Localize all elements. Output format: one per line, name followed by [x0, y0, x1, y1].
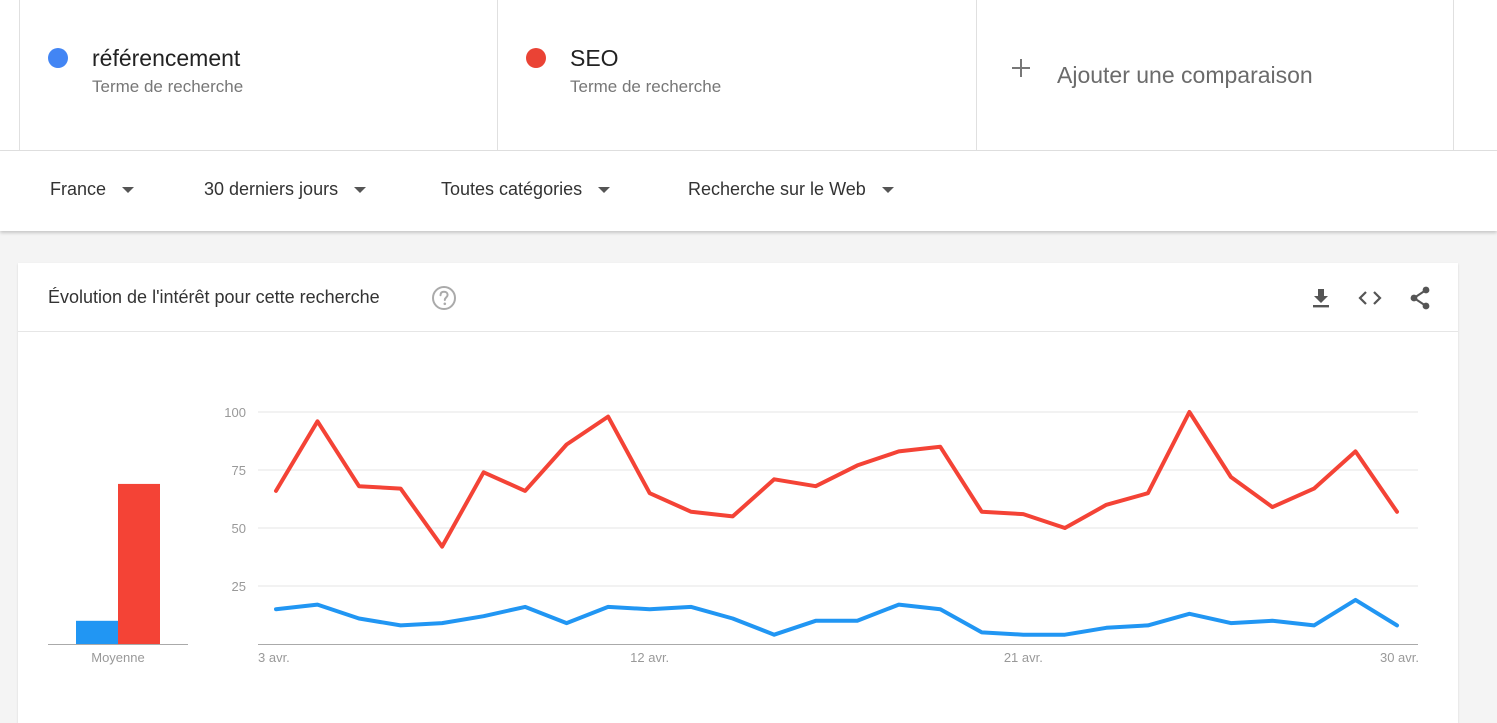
share-icon[interactable] — [1407, 285, 1433, 311]
embed-icon[interactable] — [1357, 285, 1383, 311]
caret-down-icon — [598, 186, 611, 193]
interest-over-time-card: Évolution de l'intérêt pour cette recher… — [18, 263, 1458, 723]
term-color-dot — [526, 48, 546, 68]
download-icon[interactable] — [1308, 285, 1334, 311]
region-value: France — [50, 179, 107, 199]
search-type-value: Recherche sur le Web — [688, 179, 866, 199]
term-type: Terme de recherche — [92, 77, 244, 96]
chart-area: Moyenne 25 50 75 100 3 avr. 12 avr. 21 avr. 30 … — [48, 405, 1419, 665]
y-tick-label: 25 — [232, 579, 246, 594]
average-bar-referencement[interactable] — [76, 620, 118, 644]
y-tick-label: 100 — [224, 405, 246, 420]
plus-icon — [1012, 59, 1030, 77]
term-type: Terme de recherche — [570, 77, 722, 96]
category-value: Toutes catégories — [441, 179, 583, 199]
search-type-dropdown[interactable]: Recherche sur le Web — [688, 179, 894, 200]
term-card-referencement[interactable]: référencement Terme de recherche — [19, 0, 497, 150]
x-tick-label: 30 avr. — [1380, 650, 1419, 665]
caret-down-icon — [354, 186, 367, 193]
series-line-referencement[interactable] — [274, 597, 1399, 637]
filter-bar: France 30 derniers jours Toutes catégori… — [0, 151, 1497, 231]
period-dropdown[interactable]: 30 derniers jours — [204, 179, 367, 200]
help-icon[interactable] — [431, 285, 457, 311]
y-tick-label: 75 — [232, 463, 246, 478]
x-tick-label: 12 avr. — [630, 650, 669, 665]
region-dropdown[interactable]: France — [50, 179, 135, 200]
term-card-seo[interactable]: SEO Terme de recherche — [497, 0, 975, 150]
x-tick-label: 3 avr. — [258, 650, 290, 665]
category-dropdown[interactable]: Toutes catégories — [441, 179, 611, 200]
add-comparison-label: Ajouter une comparaison — [1057, 62, 1313, 88]
term-name[interactable]: référencement — [92, 45, 241, 71]
card-title: Évolution de l'intérêt pour cette recher… — [48, 287, 380, 307]
series-line-seo[interactable] — [274, 410, 1399, 549]
term-name[interactable]: SEO — [570, 45, 619, 71]
average-bar-chart: Moyenne — [48, 483, 188, 665]
caret-down-icon — [122, 186, 135, 193]
y-tick-label: 50 — [232, 521, 246, 536]
search-terms-bar: référencement Terme de recherche SEO Ter… — [0, 0, 1497, 151]
add-comparison-button[interactable]: Ajouter une comparaison — [976, 0, 1454, 150]
card-header: Évolution de l'intérêt pour cette recher… — [18, 263, 1458, 332]
caret-down-icon — [881, 186, 894, 193]
average-label: Moyenne — [91, 650, 144, 665]
period-value: 30 derniers jours — [204, 179, 339, 199]
average-bar-seo[interactable] — [118, 483, 160, 644]
x-tick-label: 21 avr. — [1004, 650, 1043, 665]
line-chart: 25 50 75 100 3 avr. 12 avr. 21 avr. 30 avr. — [224, 405, 1419, 665]
term-color-dot — [48, 48, 68, 68]
